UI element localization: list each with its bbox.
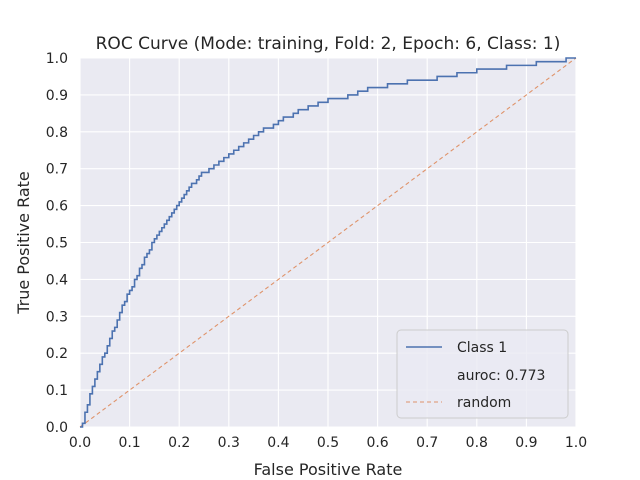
y-tick-label: 0.8	[46, 125, 68, 141]
y-tick-label: 0.0	[46, 420, 68, 436]
x-tick-label: 0.7	[416, 435, 438, 451]
legend-auroc-label: auroc: 0.773	[457, 368, 545, 384]
x-tick-label: 0.4	[267, 435, 289, 451]
x-axis-label: False Positive Rate	[254, 460, 403, 479]
chart-title: ROC Curve (Mode: training, Fold: 2, Epoc…	[96, 34, 561, 54]
series-layer	[79, 57, 577, 428]
legend-random-label: random	[457, 395, 511, 411]
roc-curve-class-1	[80, 57, 576, 428]
y-tick-labels: 0.0 0.1 0.2 0.3 0.4 0.5 0.6 0.7 0.8 0.9 1.0	[46, 51, 68, 436]
y-tick-label: 0.2	[46, 346, 68, 362]
legend-box	[396, 329, 569, 419]
y-tick-label: 0.4	[46, 272, 68, 288]
x-tick-labels: 0.0 0.1 0.2 0.3 0.4 0.5 0.6 0.7 0.8 0.9 1.0	[69, 435, 587, 451]
grid	[79, 57, 577, 428]
x-tick-label: 0.5	[317, 435, 339, 451]
x-tick-label: 0.8	[466, 435, 488, 451]
y-tick-label: 0.9	[46, 88, 68, 104]
y-tick-label: 0.1	[46, 383, 68, 399]
x-tick-label: 0.0	[69, 435, 91, 451]
legend-class1-label: Class 1	[457, 340, 507, 356]
x-tick-label: 0.6	[366, 435, 388, 451]
random-diagonal-line	[79, 57, 577, 428]
x-tick-label: 1.0	[565, 435, 587, 451]
x-tick-label: 0.2	[168, 435, 190, 451]
y-tick-label: 0.5	[46, 236, 68, 252]
legend: Class 1 auroc: 0.773 random	[396, 329, 569, 419]
y-tick-label: 0.7	[46, 162, 68, 178]
x-tick-label: 0.9	[515, 435, 537, 451]
y-axis-label: True Positive Rate	[14, 171, 33, 315]
y-tick-label: 0.6	[46, 199, 68, 215]
y-tick-label: 1.0	[46, 51, 68, 67]
x-tick-label: 0.3	[218, 435, 240, 451]
x-tick-label: 0.1	[118, 435, 140, 451]
y-tick-label: 0.3	[46, 309, 68, 325]
